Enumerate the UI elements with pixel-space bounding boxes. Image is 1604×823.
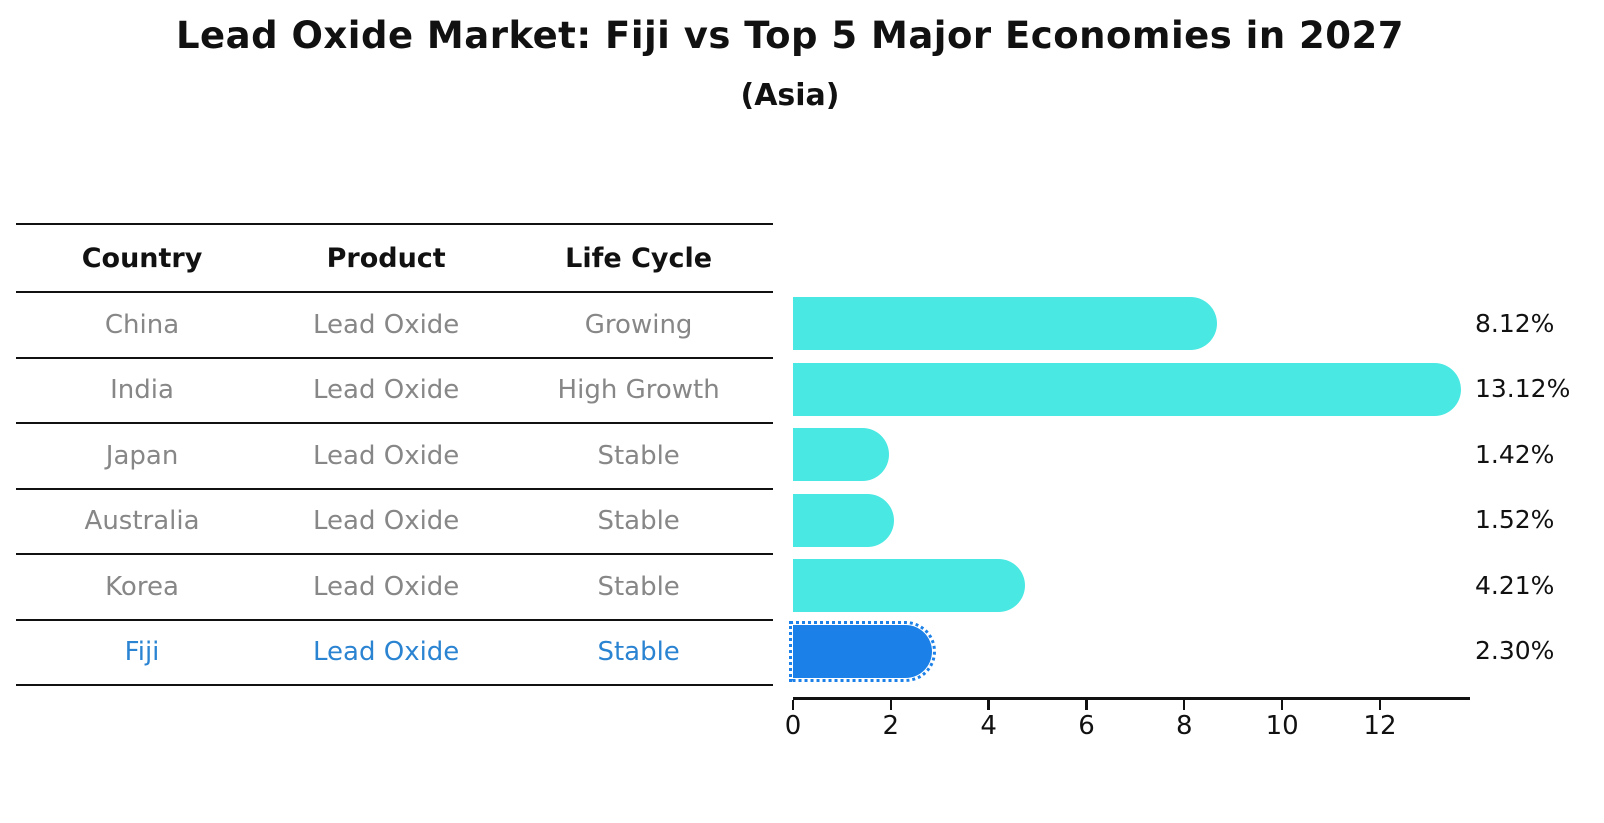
- cell-life-cycle: High Growth: [557, 375, 720, 406]
- cell-country: Korea: [105, 571, 179, 602]
- column-header-country: Country: [81, 242, 203, 274]
- x-axis-tick-label-10: 10: [1265, 711, 1299, 741]
- chart-subtitle: (Asia): [740, 78, 840, 113]
- column-header-product: Product: [326, 242, 446, 274]
- x-axis-tick-label-8: 8: [1176, 711, 1193, 741]
- cell-life-cycle: Growing: [584, 309, 693, 340]
- cell-product: Lead Oxide: [313, 637, 460, 668]
- bar-japan: [793, 428, 889, 482]
- cell-life-cycle: Stable: [597, 440, 680, 471]
- cell-country: India: [110, 375, 174, 406]
- cell-country: Fiji: [124, 637, 160, 668]
- x-axis-tick-label-6: 6: [1078, 711, 1095, 741]
- x-axis-tick-4: [987, 700, 990, 710]
- value-label-fiji: 2.30%: [1475, 636, 1555, 666]
- bar-china: [793, 297, 1217, 351]
- bar-row-australia: [793, 488, 1468, 554]
- table-row-japan: Japan Lead Oxide Stable: [16, 424, 773, 490]
- x-axis-tick-0: [791, 700, 795, 710]
- bar-row-china: [793, 291, 1468, 357]
- cell-country: Japan: [105, 440, 179, 471]
- country-table: Country Product Life Cycle China Lead Oxi…: [16, 223, 773, 686]
- value-label-australia: 1.52%: [1475, 505, 1555, 535]
- x-axis-tick-12: [1378, 700, 1382, 710]
- value-label-korea: 4.21%: [1475, 570, 1555, 600]
- table-row-korea: Korea Lead Oxide Stable: [16, 555, 773, 621]
- x-axis-tick-label-2: 2: [882, 711, 900, 741]
- table-header-row: Country Product Life Cycle: [16, 225, 773, 293]
- cell-life-cycle: Stable: [597, 506, 680, 537]
- x-axis-tick-10: [1280, 700, 1284, 710]
- x-axis-tick-8: [1183, 700, 1186, 710]
- x-axis-tick-label-12: 12: [1363, 711, 1397, 741]
- bar-korea: [793, 559, 1026, 613]
- cell-country: Australia: [84, 506, 200, 537]
- bar-row-korea: [793, 553, 1468, 619]
- bar-australia: [793, 493, 894, 547]
- cell-product: Lead Oxide: [313, 375, 460, 406]
- x-axis-tick-6: [1085, 700, 1088, 710]
- bar-row-india: [793, 357, 1468, 423]
- chart-title: Lead Oxide Market: Fiji vs Top 5 Major E…: [175, 14, 1405, 57]
- bar-row-fiji: [789, 619, 1468, 685]
- x-axis-tick-2: [889, 700, 893, 710]
- value-label-japan: 1.42%: [1475, 439, 1555, 469]
- value-label-india: 13.12%: [1475, 374, 1571, 404]
- bar-row-japan: [793, 422, 1468, 488]
- cell-life-cycle: Stable: [597, 637, 680, 668]
- bar-fiji: [789, 620, 936, 682]
- table-row-australia: Australia Lead Oxide Stable: [16, 490, 773, 555]
- table-row-india: India Lead Oxide High Growth: [16, 359, 773, 424]
- cell-product: Lead Oxide: [313, 440, 460, 471]
- cell-product: Lead Oxide: [313, 506, 460, 537]
- column-header-life-cycle: Life Cycle: [565, 242, 713, 274]
- value-label-china: 8.12%: [1475, 308, 1555, 338]
- table-row-fiji: Fiji Lead Oxide Stable: [16, 621, 773, 686]
- bar-india: [793, 362, 1462, 416]
- x-axis-tick-label-0: 0: [784, 711, 802, 741]
- cell-life-cycle: Stable: [597, 571, 680, 602]
- cell-product: Lead Oxide: [313, 309, 460, 340]
- bar-plot-area: [789, 291, 1468, 685]
- cell-product: Lead Oxide: [313, 571, 460, 602]
- table-row-china: China Lead Oxide Growing: [16, 293, 773, 359]
- cell-country: China: [104, 309, 180, 340]
- x-axis-tick-label-4: 4: [980, 711, 997, 741]
- x-axis-line: [793, 697, 1470, 700]
